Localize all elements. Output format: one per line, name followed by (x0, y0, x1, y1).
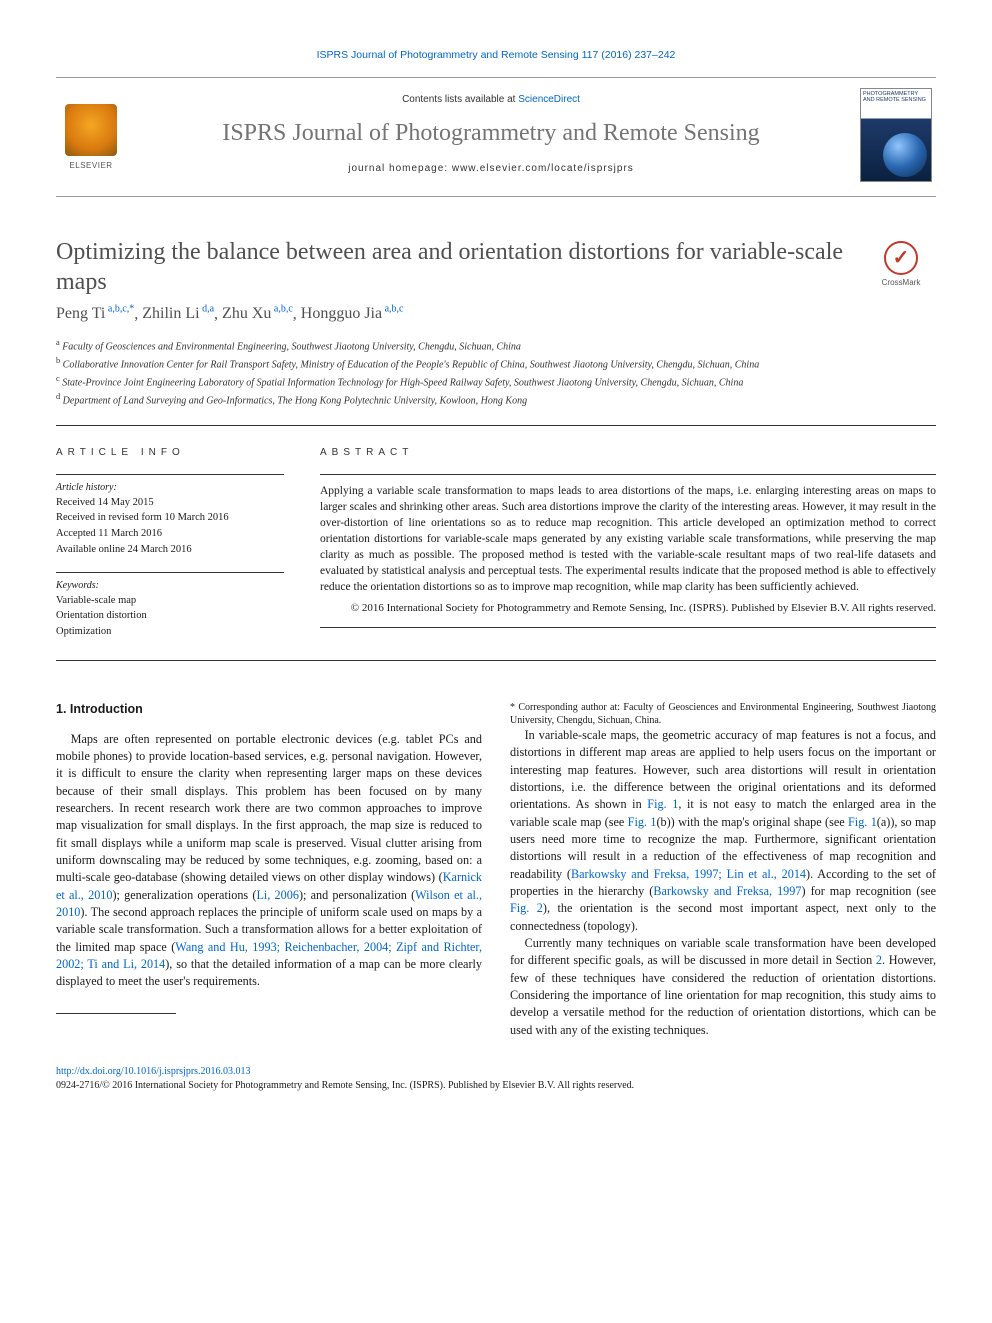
citation-link[interactable]: Barkowsky and Freksa, 1997; Lin et al., … (571, 867, 806, 881)
body-text: ) for map recognition (see (801, 884, 936, 898)
abstract-copyright: © 2016 International Society for Photogr… (320, 601, 936, 616)
body-text: Currently many techniques on variable sc… (510, 936, 936, 967)
body-text: Maps are often represented on portable e… (56, 732, 482, 885)
history-lines: Received 14 May 2015Received in revised … (56, 495, 284, 558)
cover-title: PHOTOGRAMMETRY AND REMOTE SENSING (863, 91, 929, 103)
article-info-block: ARTICLE INFO Article history: Received 1… (56, 446, 284, 640)
issn-copyright: 0924-2716/© 2016 International Society f… (56, 1080, 634, 1091)
section-divider (56, 425, 936, 426)
section-divider (56, 660, 936, 661)
author-affil-sup: a,b,c (382, 304, 403, 315)
body-paragraph: Maps are often represented on portable e… (56, 731, 482, 991)
crossmark-badge[interactable]: ✓ CrossMark (866, 241, 936, 288)
elsevier-tree-icon (65, 104, 117, 156)
abstract-divider (320, 474, 936, 475)
affiliation-line: a Faculty of Geosciences and Environment… (56, 337, 936, 355)
history-label: Article history: (56, 481, 284, 495)
history-line: Received 14 May 2015 (56, 495, 284, 511)
author-affil-sup: a,b,c (271, 304, 292, 315)
journal-cover-thumb[interactable]: PHOTOGRAMMETRY AND REMOTE SENSING (860, 88, 932, 182)
doi-link[interactable]: http://dx.doi.org/10.1016/j.isprsjprs.20… (56, 1066, 251, 1077)
keywords-lines: Variable-scale mapOrientation distortion… (56, 593, 284, 640)
sciencedirect-link[interactable]: ScienceDirect (518, 94, 580, 105)
journal-homepage-line: journal homepage: www.elsevier.com/locat… (132, 162, 850, 176)
body-text: (b)) with the map's original shape (see (656, 815, 848, 829)
body-text: ), the orientation is the second most im… (510, 901, 936, 932)
cover-globe-icon (883, 133, 927, 177)
author: Zhu Xu a,b,c (222, 305, 293, 322)
contents-prefix: Contents lists available at (402, 94, 518, 105)
journal-header: ELSEVIER Contents lists available at Sci… (56, 77, 936, 197)
page-footer: http://dx.doi.org/10.1016/j.isprsjprs.20… (56, 1065, 936, 1093)
contents-available-line: Contents lists available at ScienceDirec… (132, 93, 850, 107)
citation-link[interactable]: Barkowsky and Freksa, 1997 (653, 884, 801, 898)
keyword: Optimization (56, 624, 284, 640)
figure-link[interactable]: Fig. 1 (628, 815, 657, 829)
footnote-separator (56, 1013, 176, 1014)
corresponding-author-footnote: * Corresponding author at: Faculty of Ge… (510, 701, 936, 727)
author-affil-sup: a,b,c, (105, 304, 129, 315)
keyword: Variable-scale map (56, 593, 284, 609)
figure-link[interactable]: Fig. 1 (647, 797, 678, 811)
affiliation-line: c State-Province Joint Engineering Labor… (56, 373, 936, 391)
homepage-url[interactable]: www.elsevier.com/locate/isprsjprs (452, 163, 634, 174)
body-paragraph: Currently many techniques on variable sc… (510, 935, 936, 1039)
affiliation-line: d Department of Land Surveying and Geo-I… (56, 391, 936, 409)
citation-link[interactable]: Li, 2006 (256, 888, 298, 902)
history-line: Accepted 11 March 2016 (56, 526, 284, 542)
citation-link[interactable]: ISPRS Journal of Photogrammetry and Remo… (317, 49, 676, 61)
author: Peng Ti a,b,c,* (56, 305, 134, 322)
article-info-header: ARTICLE INFO (56, 446, 284, 460)
crossmark-label: CrossMark (882, 277, 921, 288)
footnote-text: Corresponding author at: Faculty of Geos… (510, 702, 936, 726)
author: Zhilin Li d,a (142, 305, 214, 322)
abstract-divider-bottom (320, 627, 936, 628)
keywords-label: Keywords: (56, 579, 284, 593)
homepage-prefix: journal homepage: (348, 163, 452, 174)
elsevier-label: ELSEVIER (69, 160, 112, 171)
artinfo-divider (56, 474, 284, 475)
history-line: Received in revised form 10 March 2016 (56, 510, 284, 526)
section-heading: 1. Introduction (56, 701, 482, 719)
body-columns: 1. Introduction Maps are often represent… (56, 701, 936, 1039)
elsevier-logo[interactable]: ELSEVIER (60, 99, 122, 171)
history-line: Available online 24 March 2016 (56, 542, 284, 558)
affiliation-list: a Faculty of Geosciences and Environment… (56, 337, 936, 408)
body-paragraph: In variable-scale maps, the geometric ac… (510, 727, 936, 935)
author-list: Peng Ti a,b,c,*, Zhilin Li d,a, Zhu Xu a… (56, 303, 936, 326)
figure-link[interactable]: Fig. 2 (510, 901, 543, 915)
crossmark-icon: ✓ (884, 241, 918, 275)
keyword: Orientation distortion (56, 608, 284, 624)
section-title: Introduction (70, 702, 143, 716)
body-text: ); generalization operations ( (113, 888, 257, 902)
figure-link[interactable]: Fig. 1 (848, 815, 877, 829)
author-affil-sup: d,a (200, 304, 214, 315)
abstract-text: Applying a variable scale transformation… (320, 483, 936, 596)
journal-name: ISPRS Journal of Photogrammetry and Remo… (132, 117, 850, 151)
author: Hongguo Jia a,b,c (301, 305, 404, 322)
abstract-block: ABSTRACT Applying a variable scale trans… (320, 446, 936, 640)
body-text: ); and personalization ( (299, 888, 415, 902)
artinfo-divider (56, 572, 284, 573)
section-number: 1. (56, 702, 66, 716)
abstract-header: ABSTRACT (320, 446, 936, 460)
affiliation-line: b Collaborative Innovation Center for Ra… (56, 355, 936, 373)
citation-line: ISPRS Journal of Photogrammetry and Remo… (56, 48, 936, 63)
article-title: Optimizing the balance between area and … (56, 237, 848, 297)
